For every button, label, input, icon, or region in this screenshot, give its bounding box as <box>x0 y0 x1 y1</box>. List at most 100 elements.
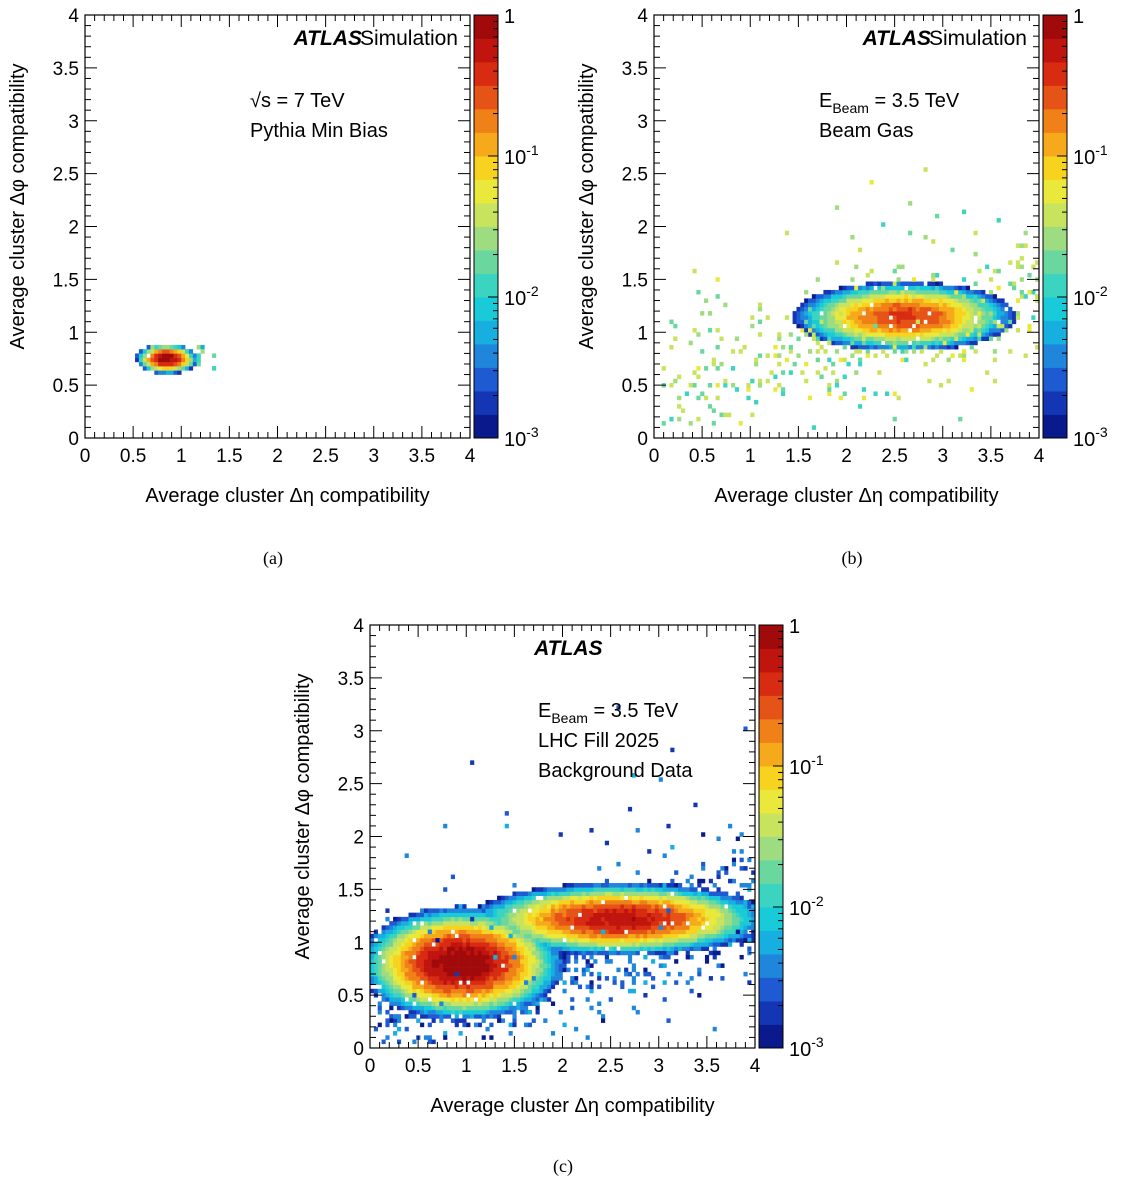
heatmap-bin <box>404 984 409 990</box>
heatmap-bin <box>643 916 648 922</box>
heatmap-bin <box>827 306 832 312</box>
heatmap-bin <box>823 328 828 333</box>
y-tick-label: 0.5 <box>622 376 648 397</box>
heatmap-chart: 0 0.5 1 1.5 2 2.5 3 3.5 400.511.522.533.54Averag… <box>7 6 539 507</box>
heatmap-bin <box>420 988 425 994</box>
heatmap-bin <box>593 895 598 901</box>
heatmap-bin <box>524 933 529 939</box>
heatmap-bin <box>666 946 671 952</box>
heatmap-bin <box>373 963 378 968</box>
heatmap-bin <box>639 887 644 892</box>
heatmap-bin <box>765 353 770 358</box>
heatmap-bin <box>865 344 870 350</box>
heatmap-bin <box>715 328 720 333</box>
heatmap-bin <box>508 946 513 952</box>
heatmap-bin <box>550 967 556 973</box>
heatmap-bin <box>927 336 932 342</box>
heatmap-bin <box>750 378 755 384</box>
heatmap-bin <box>489 1001 494 1006</box>
colorbar-swatch <box>1043 391 1067 415</box>
heatmap-bin <box>950 353 955 358</box>
heatmap-bin <box>827 298 832 303</box>
heatmap-bin <box>662 950 667 956</box>
heatmap-bin <box>454 993 459 998</box>
heatmap-bin <box>670 883 675 888</box>
y-axis-label: Average cluster Δφ compatibility <box>7 63 29 349</box>
heatmap-bin <box>489 997 494 1002</box>
heatmap-bin <box>531 984 536 990</box>
heatmap-bin <box>988 277 994 282</box>
heatmap-bin <box>635 921 640 926</box>
heatmap-bin <box>574 925 579 930</box>
heatmap-bin <box>908 201 913 206</box>
heatmap-bin <box>396 1001 402 1006</box>
heatmap-bin <box>885 391 890 396</box>
heatmap-bin <box>708 891 713 897</box>
heatmap-bin <box>627 891 633 897</box>
heatmap-bin <box>685 946 690 952</box>
heatmap-bin <box>697 908 702 913</box>
heatmap-bin <box>915 294 920 299</box>
heatmap-bin <box>524 997 529 1002</box>
heatmap-bin <box>724 870 729 875</box>
heatmap-bin <box>669 319 674 325</box>
heatmap-bin <box>470 971 475 977</box>
heatmap-bin <box>470 916 475 922</box>
heatmap-bin <box>635 925 640 930</box>
heatmap-bin <box>666 895 671 901</box>
heatmap-bin <box>674 883 679 888</box>
heatmap-bin <box>547 925 552 930</box>
heatmap-bin <box>796 315 801 320</box>
heatmap-bin <box>396 988 402 994</box>
heatmap-bin <box>481 997 486 1002</box>
heatmap-bin <box>651 929 656 935</box>
heatmap-bin <box>704 891 710 897</box>
heatmap-bin <box>504 933 509 939</box>
heatmap-bin <box>900 298 905 303</box>
heatmap-bin <box>854 332 859 337</box>
heatmap-bin <box>739 849 744 854</box>
heatmap-bin <box>477 942 482 947</box>
heatmap-bin <box>531 899 536 905</box>
heatmap-bin <box>677 374 682 380</box>
heatmap-bin <box>389 971 394 977</box>
heatmap-bin <box>735 929 740 935</box>
heatmap-bin <box>624 912 629 918</box>
heatmap-bin <box>1027 289 1032 295</box>
heatmap-bin <box>473 988 479 994</box>
heatmap-bin <box>547 891 552 897</box>
heatmap-bin <box>896 340 901 346</box>
heatmap-bin <box>858 332 863 337</box>
heatmap-bin <box>696 332 701 337</box>
heatmap-bin <box>531 1018 536 1023</box>
heatmap-bin <box>516 1001 521 1006</box>
heatmap-bin <box>412 912 417 918</box>
heatmap-bin <box>919 298 924 303</box>
heatmap-bin <box>965 298 970 303</box>
heatmap-bin <box>589 883 594 888</box>
heatmap-bin <box>404 933 409 939</box>
heatmap-bin <box>454 980 459 985</box>
heatmap-bin <box>954 315 959 320</box>
heatmap-bin <box>416 916 421 922</box>
heatmap-bin <box>781 344 786 350</box>
heatmap-bin <box>624 904 629 909</box>
heatmap-bin <box>543 895 548 901</box>
heatmap-bin <box>873 294 878 299</box>
heatmap-bin <box>723 383 728 388</box>
heatmap-bin <box>470 942 475 947</box>
heatmap-bin <box>427 1009 432 1015</box>
heatmap-bin <box>458 929 463 935</box>
heatmap-bin <box>196 361 201 367</box>
heatmap-bin <box>593 946 598 952</box>
heatmap-bin <box>497 1014 502 1019</box>
heatmap-bin <box>162 349 167 354</box>
heatmap-bin <box>923 311 928 316</box>
heatmap-bin <box>554 916 559 922</box>
heatmap-bin <box>450 916 455 922</box>
heatmap-bin <box>834 323 840 329</box>
heatmap-bin <box>158 366 163 371</box>
y-tick-label: 0.5 <box>338 986 364 1007</box>
heatmap-bin <box>716 933 721 939</box>
heatmap-bin <box>500 976 506 981</box>
